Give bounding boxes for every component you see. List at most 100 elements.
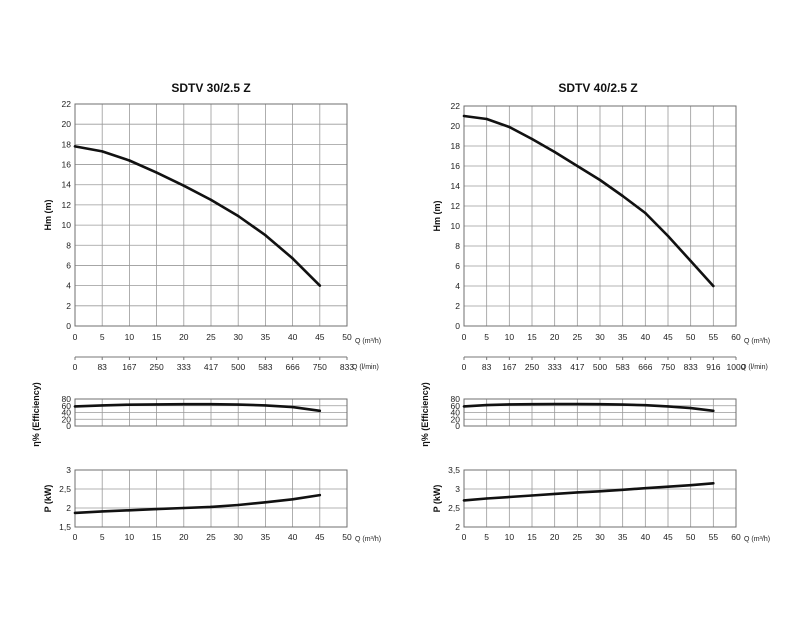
power-y-tick-label: 1,5 bbox=[59, 522, 71, 532]
head-panel: 0 2 4 6 8 10 12 14 16 18 20 22 bbox=[451, 101, 737, 331]
head-curve-point bbox=[621, 194, 624, 198]
efficiency-y-tick-label: 0 bbox=[455, 421, 460, 431]
power-panel: 1,5 2 2,5 3 bbox=[59, 465, 348, 532]
head-curve-point bbox=[666, 234, 670, 238]
secondary-x-tick-label: 500 bbox=[593, 362, 607, 372]
head-x-tick-label: 60 bbox=[731, 332, 741, 342]
power-curve-point bbox=[155, 507, 158, 511]
power-curve-point bbox=[182, 506, 185, 510]
head-x-tick-label: 15 bbox=[527, 332, 537, 342]
efficiency-curve-point bbox=[101, 404, 104, 407]
head-curve-point bbox=[155, 171, 158, 174]
secondary-x-tick-label: 666 bbox=[638, 362, 652, 372]
head-y-tick-label: 14 bbox=[451, 181, 461, 191]
head-plot-frame bbox=[74, 103, 348, 327]
power-curve-point bbox=[712, 482, 715, 485]
efficiency-curve-point bbox=[291, 405, 294, 409]
head-curve-point bbox=[128, 159, 131, 162]
power-curve-point bbox=[291, 498, 294, 501]
power-plot-frame bbox=[463, 469, 737, 528]
head-x-tick-label: 15 bbox=[152, 332, 162, 342]
head-x-tick-label: 0 bbox=[462, 332, 467, 342]
power-plot-frame bbox=[74, 469, 348, 528]
efficiency-curve-point bbox=[576, 402, 579, 406]
head-y-tick-label: 0 bbox=[66, 321, 71, 331]
power-curve-point bbox=[101, 510, 104, 513]
head-panel: 0 2 4 6 8 10 12 14 16 18 20 22 bbox=[62, 99, 348, 331]
efficiency-y-axis-label: η% (Efficiency) bbox=[31, 382, 41, 447]
secondary-x-tick-label: 750 bbox=[661, 362, 675, 372]
power-x-tick-label: 15 bbox=[527, 532, 537, 542]
power-x-unit-label: Q (m³/h) bbox=[355, 536, 381, 543]
power-curve-point bbox=[576, 491, 579, 494]
power-y-tick-label: 3 bbox=[66, 465, 71, 475]
efficiency-curve-line bbox=[73, 402, 322, 413]
head-y-tick-label: 0 bbox=[455, 321, 460, 331]
power-curve-point bbox=[508, 495, 511, 499]
head-y-tick-label: 10 bbox=[62, 220, 72, 230]
efficiency-y-tick-label: 0 bbox=[66, 421, 71, 431]
head-curve-point bbox=[712, 284, 715, 288]
head-y-tick-label: 20 bbox=[451, 121, 461, 131]
power-y-tick-label: 2,5 bbox=[448, 503, 460, 513]
efficiency-curve-point bbox=[621, 403, 624, 406]
power-curve-point bbox=[621, 488, 624, 491]
head-curve-point bbox=[598, 178, 602, 182]
head-curve-point bbox=[576, 164, 579, 168]
power-curve-point bbox=[598, 490, 602, 493]
power-x-tick-label: 30 bbox=[233, 532, 243, 542]
head-y-tick-label: 10 bbox=[451, 221, 461, 231]
head-x-unit-label: Q (m³/h) bbox=[355, 338, 381, 345]
power-x-tick-label: 0 bbox=[73, 532, 78, 542]
efficiency-y-tick-label: 60 bbox=[451, 401, 461, 411]
head-curve-point bbox=[73, 145, 77, 148]
head-x-tick-label: 20 bbox=[550, 332, 560, 342]
secondary-x-tick-label: 0 bbox=[462, 362, 467, 372]
chart-title: SDTV 40/2.5 Z bbox=[558, 81, 637, 95]
head-y-tick-label: 12 bbox=[62, 200, 72, 210]
efficiency-curve-point bbox=[128, 403, 131, 406]
power-x-tick-label: 35 bbox=[618, 532, 628, 542]
power-curve-point bbox=[318, 493, 321, 497]
secondary-x-tick-label: 583 bbox=[258, 362, 272, 372]
chart-title: SDTV 30/2.5 Z bbox=[171, 81, 250, 95]
power-curve-line bbox=[73, 493, 322, 515]
secondary-x-tick-label: 916 bbox=[706, 362, 720, 372]
secondary-x-tick-label: 167 bbox=[122, 362, 136, 372]
power-y-tick-label: 3,5 bbox=[448, 465, 460, 475]
secondary-x-tick-label: 83 bbox=[97, 362, 107, 372]
head-curve-point bbox=[264, 233, 267, 237]
head-y-tick-label: 8 bbox=[66, 240, 71, 250]
secondary-x-tick-label: 750 bbox=[313, 362, 327, 372]
efficiency-curve-point bbox=[530, 403, 534, 406]
head-x-tick-label: 40 bbox=[641, 332, 651, 342]
head-x-tick-label: 0 bbox=[73, 332, 78, 342]
head-curve-point bbox=[182, 184, 185, 187]
efficiency-curve-point bbox=[666, 405, 670, 408]
head-x-tick-label: 50 bbox=[686, 332, 696, 342]
secondary-x-tick-label: 1000 bbox=[727, 362, 746, 372]
head-y-tick-label: 12 bbox=[451, 201, 461, 211]
power-x-tick-label: 10 bbox=[505, 532, 515, 542]
head-x-tick-label: 55 bbox=[709, 332, 719, 342]
power-x-tick-label: 30 bbox=[595, 532, 605, 542]
efficiency-curve-point bbox=[73, 405, 77, 408]
head-y-axis-label: Hm (m) bbox=[432, 200, 442, 231]
head-x-tick-label: 25 bbox=[573, 332, 583, 342]
power-x-tick-label: 0 bbox=[462, 532, 467, 542]
head-curve-point bbox=[237, 214, 240, 218]
efficiency-curve-point bbox=[598, 403, 602, 406]
head-y-tick-label: 16 bbox=[451, 161, 461, 171]
power-x-tick-label: 50 bbox=[342, 532, 352, 542]
secondary-x-tick-label: 666 bbox=[286, 362, 300, 372]
power-curve-point bbox=[689, 484, 692, 487]
power-y-tick-label: 2,5 bbox=[59, 484, 71, 494]
head-curve-line bbox=[462, 114, 715, 288]
head-y-tick-label: 2 bbox=[455, 301, 460, 311]
power-y-axis-label: P (kW) bbox=[43, 485, 53, 513]
head-x-tick-label: 5 bbox=[484, 332, 489, 342]
head-x-tick-label: 35 bbox=[618, 332, 628, 342]
head-y-axis-label: Hm (m) bbox=[43, 199, 53, 230]
